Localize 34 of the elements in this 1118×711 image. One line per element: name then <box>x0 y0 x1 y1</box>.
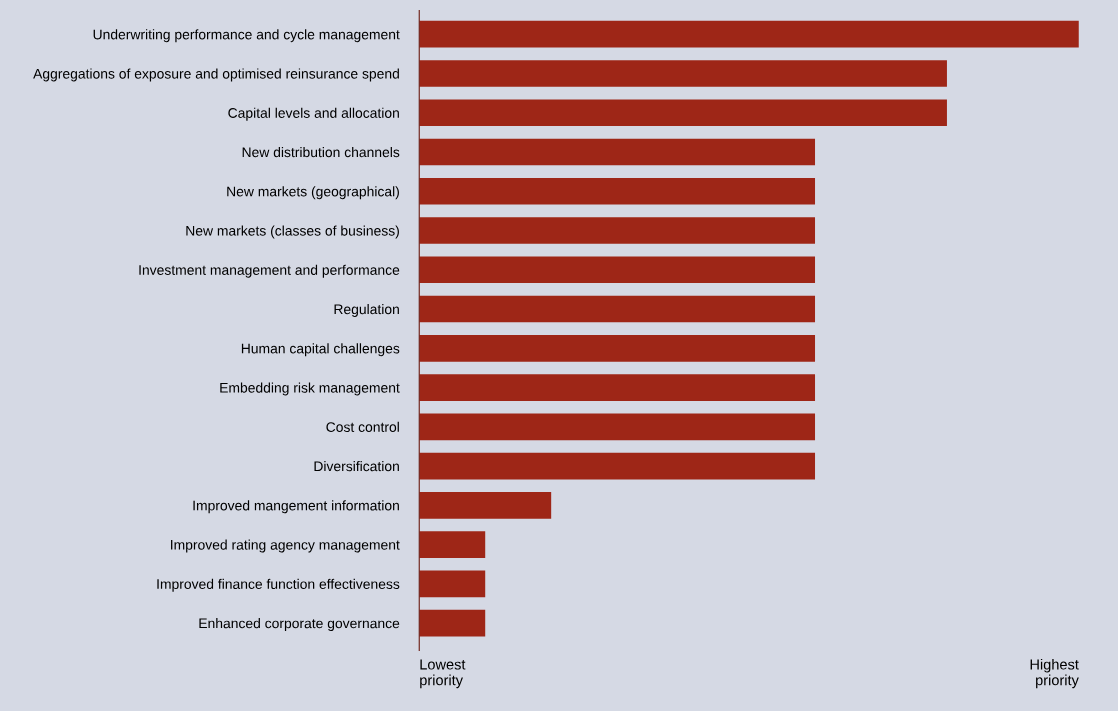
y-tick-label: Improved rating agency management <box>171 539 400 553</box>
y-tick-label: Cost control <box>326 421 399 432</box>
bar <box>419 217 816 244</box>
bar <box>419 452 816 480</box>
bar <box>419 138 816 166</box>
y-tick-label: Underwriting performance and cycle management <box>93 29 400 43</box>
bar <box>419 295 816 323</box>
y-tick-label: Regulation <box>334 303 399 317</box>
y-tick-label: New distribution channels <box>242 146 400 158</box>
y-tick-label: New markets (classes of business) <box>186 225 399 239</box>
y-tick-label: Improved mangement information <box>193 500 399 514</box>
y-tick-label: Diversification <box>314 461 399 472</box>
bar <box>419 570 486 598</box>
bar <box>419 334 816 362</box>
text: Lowest priority <box>420 659 466 689</box>
y-tick-label: Enhanced corporate governance <box>199 618 400 631</box>
bar <box>419 413 816 441</box>
y-tick-label: Investment management and performance <box>139 264 400 278</box>
y-tick-label: Human capital challenges <box>241 343 400 357</box>
y-tick-label: New markets (geographical) <box>227 186 399 200</box>
bar <box>419 177 816 205</box>
bar <box>419 531 486 558</box>
bar <box>419 256 816 284</box>
y-tick-label: Embedding risk management <box>220 382 400 396</box>
y-tick-label: Aggregations of exposure and optimised reinsurance spend <box>33 68 399 82</box>
y-tick-label: Improved finance function effectiveness <box>157 578 400 592</box>
bar <box>419 20 1079 48</box>
bar <box>419 491 552 519</box>
bar <box>419 99 947 127</box>
bar <box>419 609 486 637</box>
text: Highest priority <box>1030 658 1079 689</box>
bar <box>419 374 816 401</box>
bar <box>419 60 947 87</box>
y-tick-label: Capital levels and allocation <box>228 107 399 121</box>
